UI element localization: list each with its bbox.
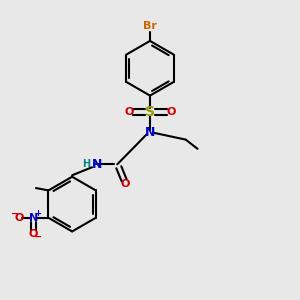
- Text: O: O: [121, 179, 130, 189]
- Text: H: H: [82, 159, 91, 169]
- Text: Br: Br: [143, 21, 157, 31]
- Text: −: −: [34, 232, 42, 242]
- Text: N: N: [92, 158, 102, 171]
- Text: O: O: [166, 107, 176, 117]
- Text: O: O: [14, 213, 23, 223]
- Text: N: N: [29, 213, 38, 223]
- Text: N: N: [145, 126, 155, 139]
- Text: +: +: [34, 209, 41, 218]
- Text: O: O: [29, 229, 38, 239]
- Text: S: S: [145, 105, 155, 119]
- Text: O: O: [124, 107, 134, 117]
- Text: −: −: [11, 208, 19, 219]
